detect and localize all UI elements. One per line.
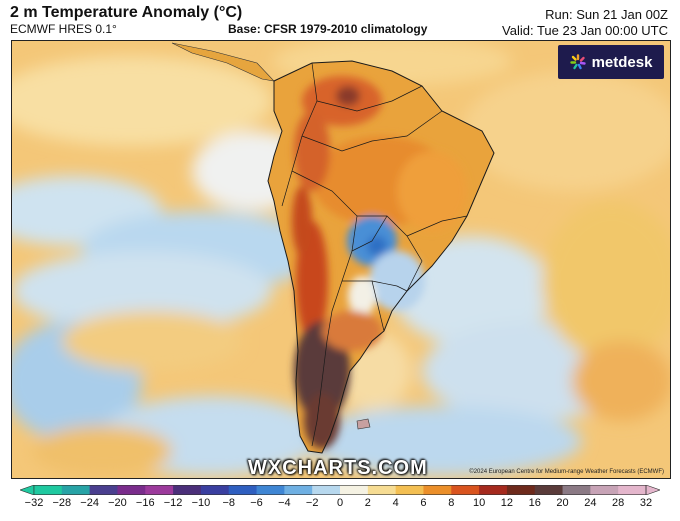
copyright-notice: ©2024 European Centre for Medium-range W… xyxy=(469,469,664,475)
colorbar-segment xyxy=(479,485,508,495)
model-label: ECMWF HRES 0.1° xyxy=(10,22,117,36)
colorbar-segment xyxy=(173,485,202,495)
colorbar-gradient xyxy=(20,485,660,495)
colorbar-segment xyxy=(618,485,647,495)
ocean-anomaly-field xyxy=(12,41,670,476)
colorbar-tick-label: −8 xyxy=(222,497,235,509)
colorbar-tick-label: −12 xyxy=(163,497,183,509)
colorbar-tick-label: −10 xyxy=(191,497,211,509)
colorbar-segment xyxy=(256,485,285,495)
colorbar-segment xyxy=(145,485,174,495)
metdesk-logo: metdesk xyxy=(558,45,664,79)
colorbar-segment xyxy=(200,485,230,495)
colorbar-segment xyxy=(284,485,313,495)
falkland-islands xyxy=(356,418,371,430)
colorbar-tick-label: −4 xyxy=(278,497,291,509)
central-america-landmass xyxy=(171,42,275,82)
colorbar-tick-label: 8 xyxy=(448,497,455,509)
map-canvas xyxy=(12,41,670,478)
colorbar-segment xyxy=(367,485,397,495)
colorbar-frame xyxy=(33,485,647,495)
colorbar-segment xyxy=(340,485,369,495)
colorbar-segment xyxy=(34,485,63,495)
valid-time-label: Valid: Tue 23 Jan 00:00 UTC xyxy=(502,23,668,38)
colorbar-segment xyxy=(562,485,591,495)
run-time-label: Run: Sun 21 Jan 00Z xyxy=(545,7,668,22)
colorbar-segment xyxy=(117,485,146,495)
colorbar-segment xyxy=(312,485,341,495)
colorbar-right-arrow xyxy=(645,485,660,495)
colorbar-tick-label: 32 xyxy=(639,497,653,509)
colorbar-tick-label: −24 xyxy=(80,497,99,509)
colorbar-tick-label: 0 xyxy=(336,497,344,509)
colorbar-tick-label: −6 xyxy=(250,497,263,509)
map-title: 2 m Temperature Anomaly (°C) xyxy=(10,4,243,21)
colorbar-tick-label: 10 xyxy=(472,497,486,509)
colorbar-tick-label: 28 xyxy=(612,497,625,509)
colorbar-tick-label: 20 xyxy=(556,497,569,509)
colorbar-tick-label: 6 xyxy=(420,497,427,509)
colorbar-left-arrow xyxy=(20,485,35,495)
metdesk-logo-text: metdesk xyxy=(591,53,653,71)
wxcharts-watermark: WXCHARTS.COM xyxy=(248,457,428,479)
colorbar-segment xyxy=(228,485,258,495)
colorbar-tick-label: −32 xyxy=(24,497,44,509)
colorbar-tick-label: 4 xyxy=(392,497,399,509)
coastline xyxy=(267,60,495,454)
colorbar-segment xyxy=(590,485,619,495)
colorbar-segment xyxy=(89,485,118,495)
colorbar-segment xyxy=(534,485,564,495)
header: 2 m Temperature Anomaly (°C) ECMWF HRES … xyxy=(0,0,680,40)
anomaly-map: metdesk WXCHARTS.COM ©2024 European Cent… xyxy=(11,40,671,479)
climatology-base-label: Base: CFSR 1979-2010 climatology xyxy=(228,22,428,36)
colorbar-segment xyxy=(395,485,424,495)
colorbar-tick-label: 16 xyxy=(528,497,541,509)
colorbar xyxy=(20,485,660,495)
colorbar-tick-label: 12 xyxy=(500,497,514,509)
colorbar-segment xyxy=(423,485,452,495)
colorbar-tick-labels: −32 −28 −24 −20 −16 −12 −10 −8 −6 −4 −2 0 2 4 6 8 10 12 16… xyxy=(20,497,660,515)
colorbar-segment xyxy=(451,485,480,495)
colorbar-tick-label: −2 xyxy=(305,497,319,509)
colorbar-segment xyxy=(61,485,91,495)
colorbar-tick-label: −28 xyxy=(52,497,72,509)
colorbar-tick-label: −20 xyxy=(108,497,127,509)
metdesk-logo-icon xyxy=(569,54,586,70)
country-borders xyxy=(281,62,468,447)
colorbar-segment xyxy=(506,485,536,495)
colorbar-tick-label: −16 xyxy=(135,497,155,509)
colorbar-tick-label: 2 xyxy=(364,497,371,509)
colorbar-tick-label: 24 xyxy=(584,497,597,509)
